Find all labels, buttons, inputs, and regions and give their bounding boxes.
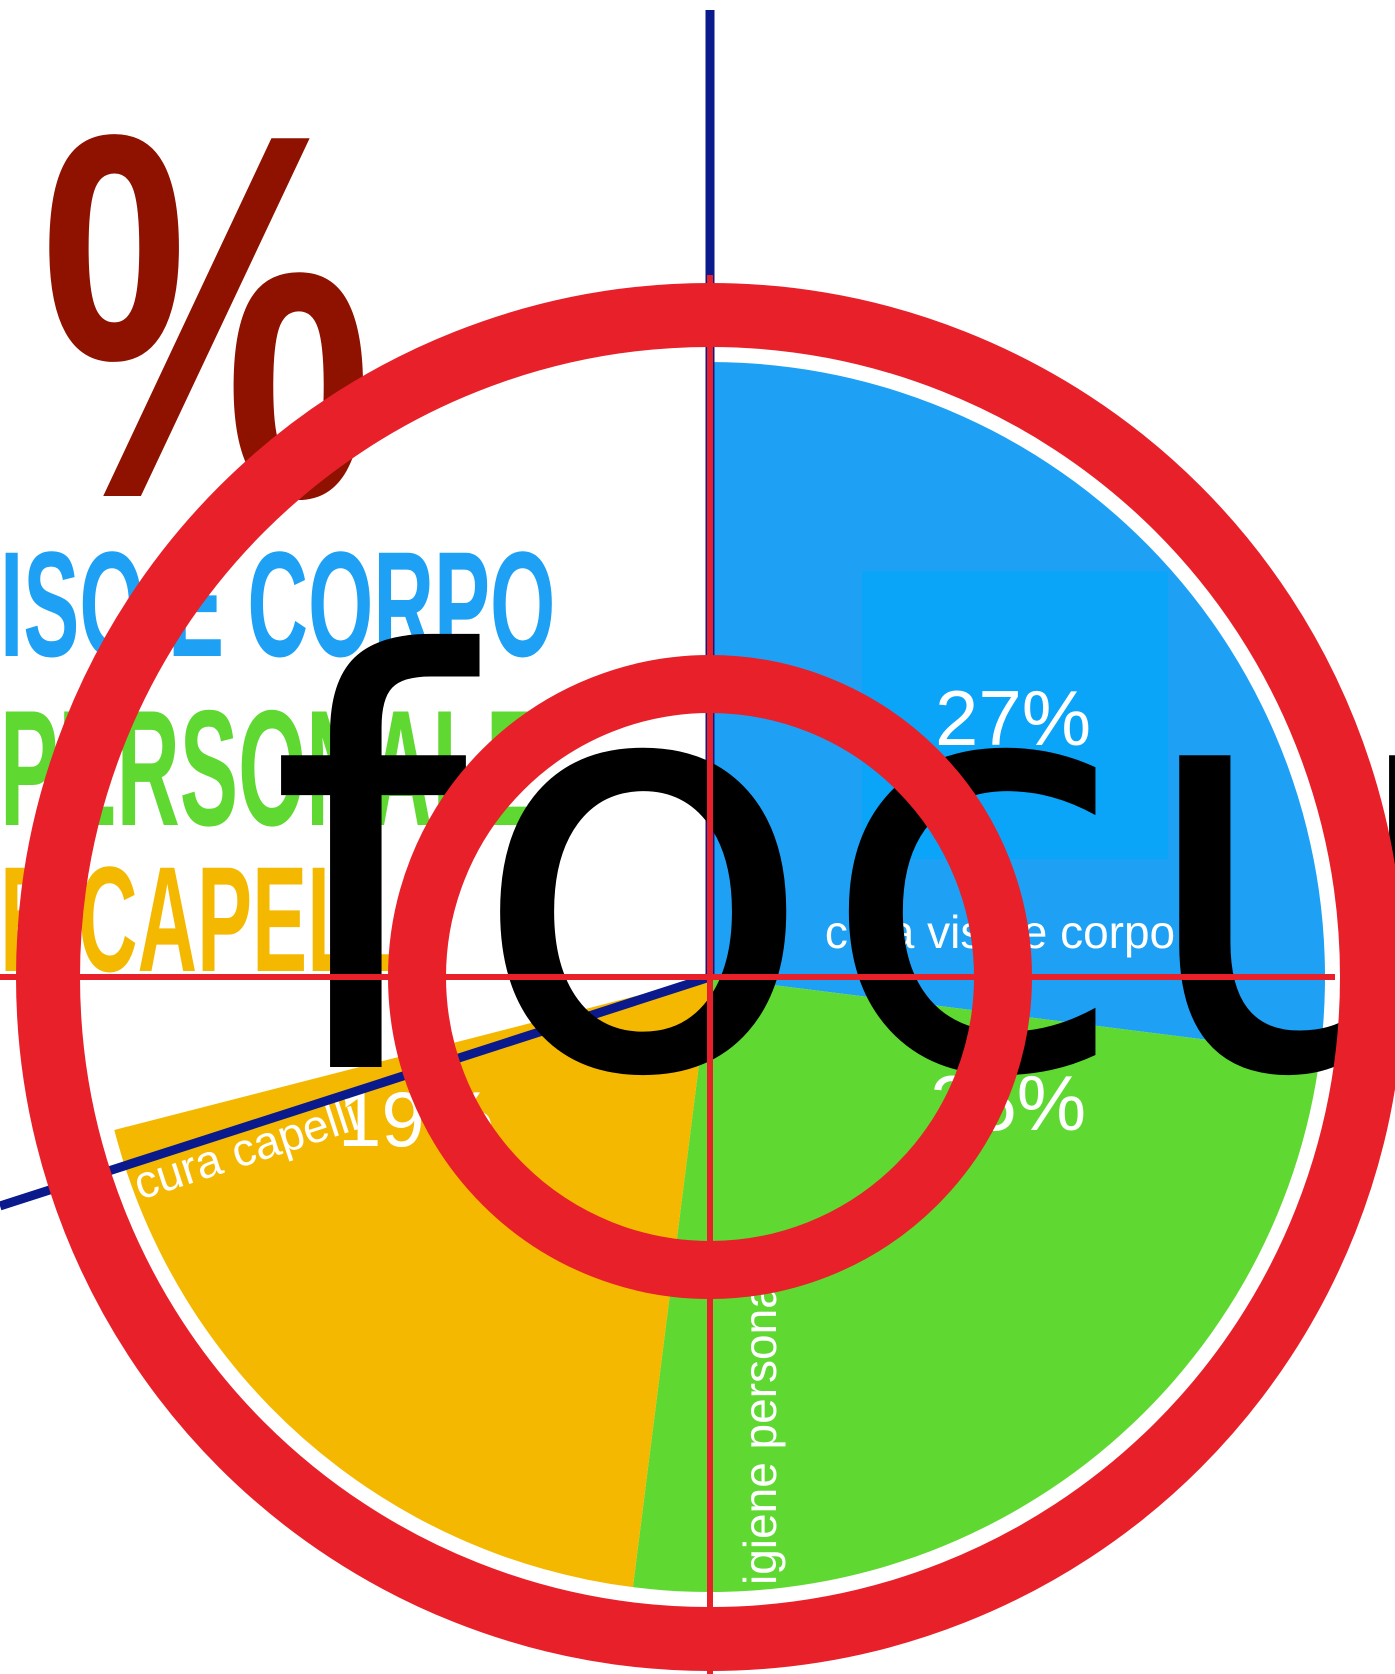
label-backdrop	[862, 571, 1168, 859]
category-label: igiene personale	[734, 1247, 786, 1585]
pie-slice	[114, 977, 711, 1588]
value-label: 27%	[935, 674, 1091, 762]
target-ring	[16, 283, 1395, 1671]
divider-line	[0, 972, 712, 1211]
pie-slice	[632, 977, 1321, 1592]
headline: ISO E CORPO	[0, 520, 555, 688]
target-ring	[388, 655, 1032, 1299]
